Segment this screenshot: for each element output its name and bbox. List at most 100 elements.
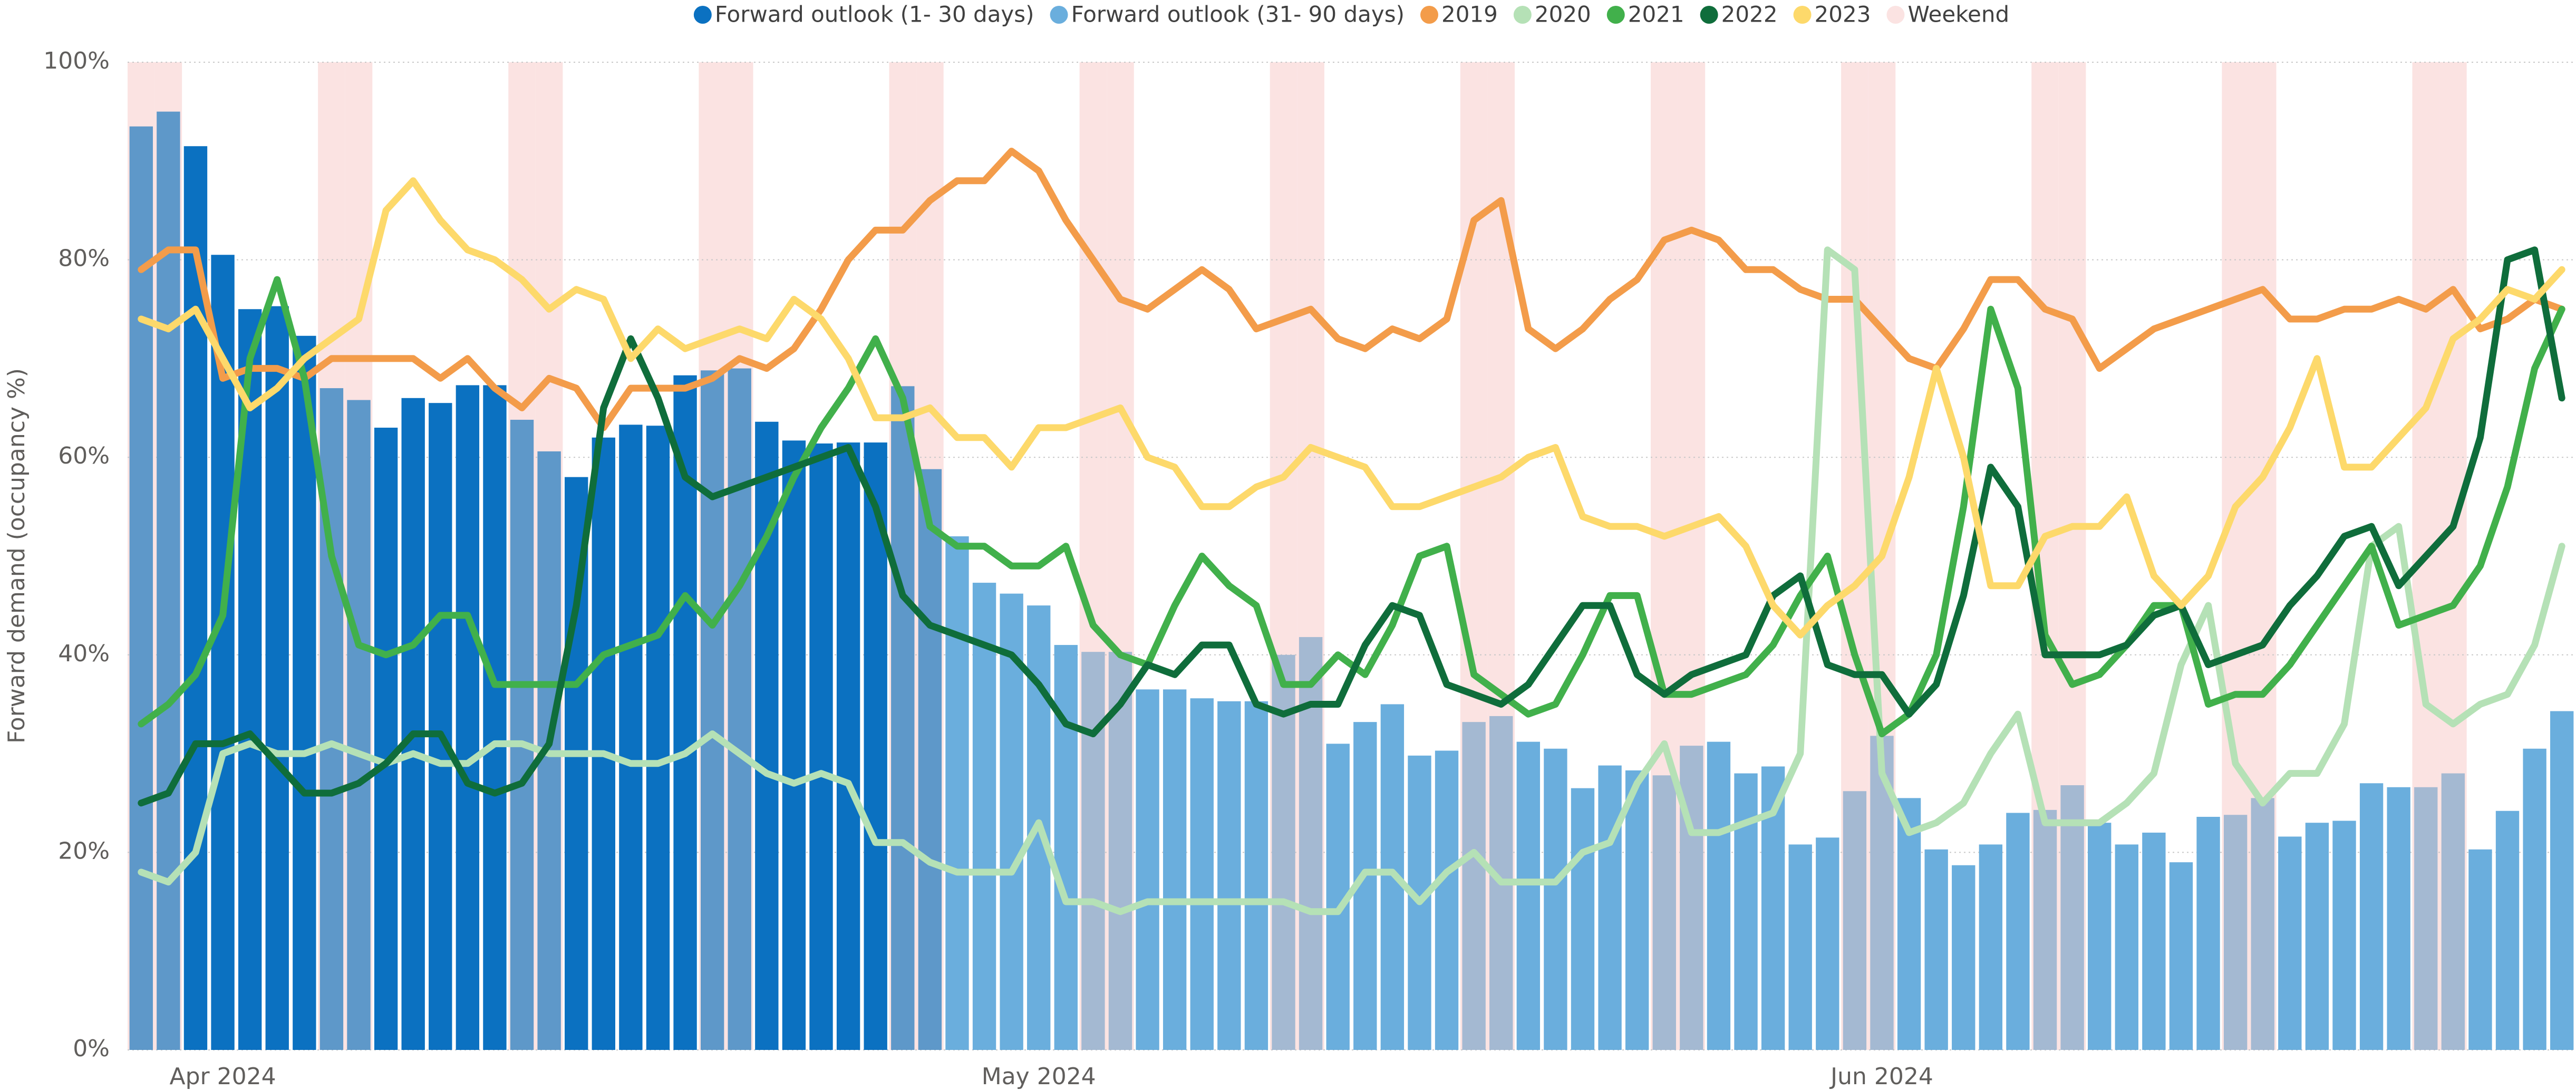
bar	[945, 536, 969, 1050]
bar	[1108, 652, 1132, 1050]
legend-marker	[693, 6, 712, 24]
bar	[1734, 773, 1758, 1050]
bar	[1000, 593, 1023, 1050]
bar	[293, 335, 316, 1050]
legend-label: 2021	[1628, 2, 1684, 27]
bar	[728, 368, 751, 1050]
bar	[2468, 849, 2492, 1050]
bar	[700, 370, 724, 1050]
bar	[1217, 701, 1241, 1050]
bar	[972, 583, 996, 1050]
bar	[2251, 798, 2274, 1050]
bar	[1598, 765, 1622, 1050]
legend-label: 2022	[1721, 2, 1778, 27]
bar	[1136, 689, 1159, 1050]
bar	[2142, 832, 2166, 1050]
bar	[2414, 787, 2438, 1050]
bar	[1652, 775, 1676, 1050]
legend-marker	[1700, 6, 1718, 24]
bar	[782, 440, 806, 1050]
bar	[673, 375, 697, 1050]
bar	[592, 437, 615, 1050]
bar	[1843, 791, 1867, 1050]
legend-marker	[1886, 6, 1905, 24]
line	[138, 276, 2565, 738]
bar	[1272, 654, 1295, 1050]
bar	[1571, 788, 1595, 1050]
bar	[1244, 701, 1268, 1050]
legend-label: Weekend	[1907, 2, 2009, 27]
x-tick-label: Apr 2024	[170, 1063, 276, 1090]
bar	[2495, 811, 2520, 1050]
legend-label: Forward outlook (1- 30 days)	[715, 2, 1034, 27]
line	[138, 148, 2565, 431]
bar	[1163, 689, 1187, 1050]
bar	[891, 386, 915, 1050]
y-tick-label: 80%	[58, 245, 110, 272]
legend-label: Forward outlook (31- 90 days)	[1071, 2, 1405, 27]
legend-marker	[1513, 6, 1532, 24]
bar	[1680, 746, 1703, 1050]
legend-label: 2020	[1535, 2, 1591, 27]
bar	[2278, 836, 2302, 1050]
bar	[2088, 823, 2112, 1050]
legend-label: 2019	[1441, 2, 1498, 27]
line	[138, 177, 2565, 639]
bar	[374, 428, 398, 1050]
bar	[2550, 711, 2574, 1050]
bar	[429, 403, 452, 1050]
legend-marker	[1606, 6, 1625, 24]
bar	[1435, 750, 1459, 1050]
bar	[1816, 837, 1839, 1050]
bar	[2169, 862, 2193, 1050]
line	[138, 246, 2565, 807]
bar	[1190, 698, 1214, 1050]
bar	[2196, 816, 2220, 1050]
bar	[2359, 783, 2384, 1050]
bar	[483, 385, 507, 1050]
bar	[809, 443, 833, 1050]
bar	[456, 385, 480, 1050]
bar	[2441, 773, 2465, 1050]
bar	[1299, 637, 1323, 1050]
bar	[836, 442, 860, 1050]
bar	[401, 398, 425, 1050]
bar	[2523, 748, 2546, 1050]
bar	[646, 426, 670, 1050]
bar	[2060, 785, 2084, 1050]
bar	[2223, 815, 2248, 1050]
bar	[1081, 652, 1105, 1050]
bar	[1897, 798, 1921, 1050]
bar	[1054, 645, 1078, 1050]
bar	[1979, 844, 2003, 1050]
legend-marker	[1050, 6, 1068, 24]
bar	[129, 126, 153, 1050]
x-tick-label: May 2024	[982, 1063, 1096, 1090]
bar	[510, 420, 534, 1050]
bar	[1788, 844, 1812, 1050]
bar	[2305, 823, 2329, 1050]
y-tick-label: 100%	[43, 47, 110, 74]
bar	[1516, 741, 1541, 1050]
bar	[2332, 821, 2356, 1050]
bar	[1952, 865, 1975, 1050]
bar	[1707, 741, 1731, 1050]
bar	[1924, 849, 1948, 1050]
bar	[2006, 813, 2030, 1050]
legend-label: 2023	[1815, 2, 1871, 27]
y-tick-label: 40%	[58, 640, 110, 667]
y-tick-label: 20%	[58, 837, 110, 864]
bar	[211, 255, 235, 1050]
bar	[619, 425, 643, 1050]
bar	[918, 469, 942, 1050]
legend-marker	[1420, 6, 1438, 24]
bar	[1462, 722, 1486, 1050]
y-axis-title: Forward demand (occupancy %)	[3, 368, 30, 744]
x-tick-label: Jun 2024	[1829, 1063, 1933, 1090]
bar	[2033, 809, 2057, 1050]
bar	[1870, 736, 1894, 1050]
y-tick-label: 60%	[58, 442, 110, 469]
bar	[2387, 787, 2410, 1050]
bar	[265, 306, 289, 1050]
